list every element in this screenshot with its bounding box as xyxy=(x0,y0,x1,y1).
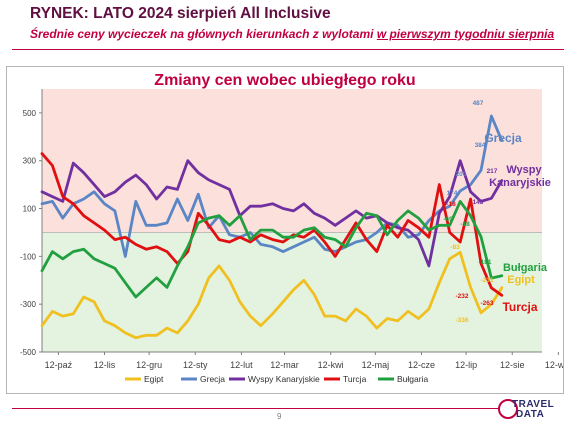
end-label: Grecja xyxy=(484,131,522,145)
data-label: -231 xyxy=(480,277,493,284)
footer-divider xyxy=(12,408,500,409)
series-line-egipt xyxy=(40,250,504,340)
y-tick-label: 300 xyxy=(23,157,37,166)
chart-frame: Zmiany cen wobec ubiegłego roku 500 300 100… xyxy=(6,66,564,394)
data-label: -69 xyxy=(443,216,453,223)
data-label: 200 xyxy=(456,171,467,178)
end-label: Bułgaria xyxy=(503,262,548,274)
x-tick-label: 12-sie xyxy=(500,360,525,370)
data-label: -18 xyxy=(460,221,470,228)
data-label: -83 xyxy=(450,244,460,251)
travel-data-logo: TRAVEL DATA xyxy=(498,398,564,422)
page-number: 9 xyxy=(277,412,282,421)
end-label: Turcja xyxy=(502,300,537,314)
legend-item: Egipt xyxy=(144,374,164,384)
title-divider xyxy=(12,49,564,50)
x-tick-label: 12-lip xyxy=(455,360,477,370)
positive-zone xyxy=(42,89,542,233)
data-label: 174 xyxy=(447,190,458,197)
data-label: -18 xyxy=(446,201,456,208)
slide-subtitle: Średnie ceny wycieczek na głównych kieru… xyxy=(30,27,554,41)
legend-item: Grecja xyxy=(200,374,225,384)
subtitle-underlined-text: w pierwszym tygodniu sierpnia xyxy=(376,27,555,41)
data-label: -181 xyxy=(478,259,491,266)
data-label: 384 xyxy=(475,142,486,149)
x-tick-label: 12-wrz xyxy=(545,360,563,370)
logo-text-line2: DATA xyxy=(516,409,545,420)
legend-item: Wyspy Kanaryjskie xyxy=(248,374,320,384)
x-tick-label: 12-maj xyxy=(362,360,390,370)
slide-title: RYNEK: LATO 2024 sierpień All Inclusive xyxy=(30,5,331,22)
x-tick-label: 12-kwi xyxy=(318,360,344,370)
logo-text-line1: TRAVEL xyxy=(512,399,555,410)
end-label: Wyspy xyxy=(506,164,542,176)
price-change-chart: Zmiany cen wobec ubiegłego roku 500 300 100… xyxy=(20,72,563,384)
x-tick-label: 12-cze xyxy=(408,360,435,370)
data-label: 143 xyxy=(473,199,484,206)
subtitle-text: Średnie ceny wycieczek na głównych kieru… xyxy=(30,27,377,41)
y-tick-label: 100 xyxy=(23,205,37,214)
series-line-turcja xyxy=(40,152,504,297)
series-line-wyspy-kanaryjskie xyxy=(40,159,504,268)
y-tick-label: 500 xyxy=(23,109,37,118)
x-tick-label: 12-mar xyxy=(270,360,299,370)
chart-title: Zmiany cen wobec ubiegłego roku xyxy=(154,72,415,89)
y-tick-label: -100 xyxy=(20,252,37,261)
data-label: 217 xyxy=(487,168,498,175)
end-label: Egipt xyxy=(507,274,535,286)
end-label: Kanaryjskie xyxy=(489,177,551,189)
x-tick-label: 12-paź xyxy=(45,360,73,370)
series-line-bułgaria xyxy=(40,199,504,299)
data-label: 487 xyxy=(473,100,484,107)
x-tick-label: 12-lut xyxy=(230,360,253,370)
data-label: -336 xyxy=(455,317,468,324)
y-tick-label: -500 xyxy=(20,348,37,357)
legend-item: Bułgaria xyxy=(397,374,428,384)
legend-item: Turcja xyxy=(343,374,367,384)
logo-circle-icon xyxy=(498,399,518,419)
data-label: -263 xyxy=(480,300,493,307)
x-tick-label: 12-lis xyxy=(94,360,116,370)
y-tick-label: -300 xyxy=(20,300,37,309)
x-tick-label: 12-sty xyxy=(183,360,208,370)
data-label: -232 xyxy=(455,293,468,300)
x-tick-label: 12-gru xyxy=(136,360,162,370)
